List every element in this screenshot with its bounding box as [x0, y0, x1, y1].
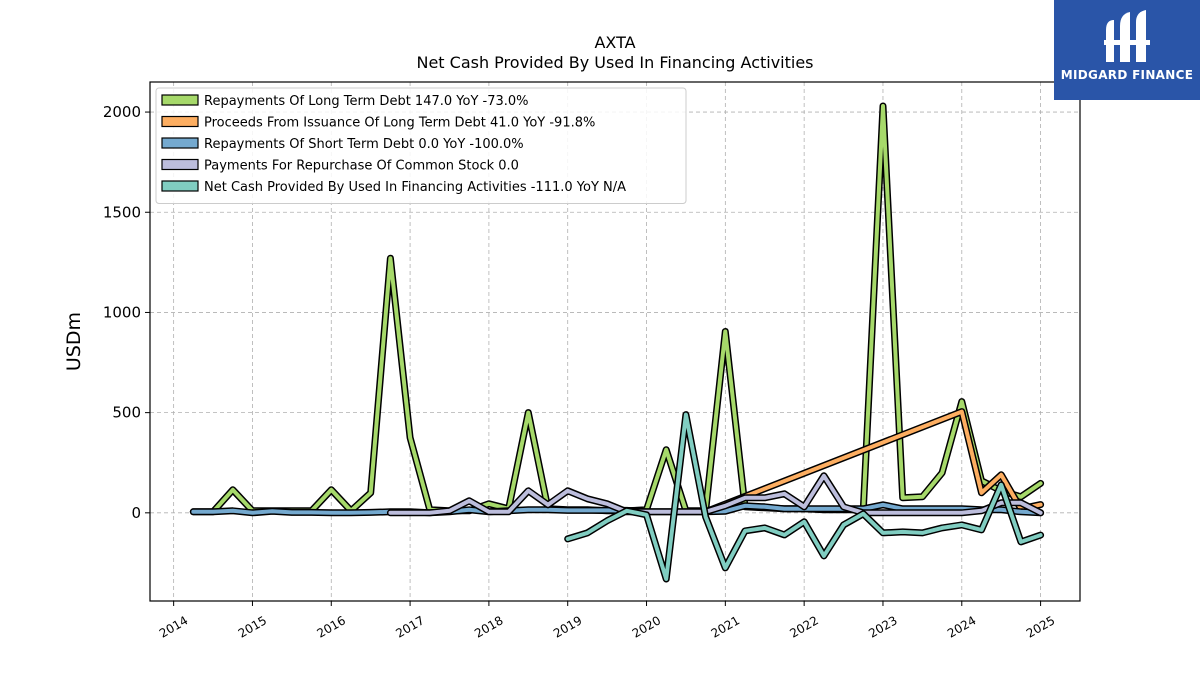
legend-item: Payments For Repurchase Of Common Stock …: [161, 158, 519, 174]
series-5: [564, 411, 1045, 583]
legend-item: Proceeds From Issuance Of Long Term Debt…: [161, 115, 595, 131]
chart-title: AXTA: [594, 33, 635, 52]
x-tick-label: 2020: [630, 613, 663, 640]
midgard-logo-icon: [1104, 10, 1150, 62]
x-tick-label: 2018: [472, 613, 505, 640]
y-tick-label: 1000: [103, 303, 141, 321]
x-tick-label: 2023: [866, 613, 899, 640]
plot-frame: [149, 81, 1081, 602]
y-axis: 0 500 1000 1500 2000: [103, 103, 150, 522]
legend-item: Net Cash Provided By Used In Financing A…: [161, 180, 626, 195]
x-tick-label: 2019: [551, 613, 584, 640]
y-tick-label: 0: [131, 504, 141, 522]
legend-swatch: [161, 180, 199, 192]
series-4: [386, 472, 1045, 517]
legend-swatch: [161, 115, 199, 128]
y-tick-label: 2000: [103, 103, 141, 121]
x-tick-label: 2017: [393, 613, 426, 640]
x-tick-label: 2021: [709, 613, 742, 640]
legend-label: Repayments Of Long Term Debt 147.0 YoY -…: [204, 94, 529, 109]
y-axis-label: USDm: [63, 312, 85, 371]
x-tick-label: 2024: [945, 613, 978, 640]
midgard-logo: MIDGARD FINANCE: [1054, 0, 1200, 100]
legend-label: Net Cash Provided By Used In Financing A…: [204, 180, 626, 195]
legend: Repayments Of Long Term Debt 147.0 YoY -…: [155, 87, 687, 204]
legend-label: Repayments Of Short Term Debt 0.0 YoY -1…: [204, 137, 524, 152]
legend-item: Repayments Of Long Term Debt 147.0 YoY -…: [161, 94, 529, 109]
x-tick-label: 2015: [236, 613, 269, 640]
legend-item: Repayments Of Short Term Debt 0.0 YoY -1…: [161, 137, 524, 152]
y-tick-label: 1500: [103, 203, 141, 221]
brand-name: MIDGARD FINANCE: [1060, 68, 1194, 82]
legend-swatch: [161, 158, 199, 171]
legend-box: [155, 87, 687, 204]
chart-subtitle: Net Cash Provided By Used In Financing A…: [416, 53, 813, 72]
legend-label: Proceeds From Issuance Of Long Term Debt…: [204, 116, 595, 131]
y-tick-label: 500: [112, 404, 141, 422]
x-tick-label: 2014: [157, 613, 190, 640]
x-axis: 2014 2015 2016 2017 2018 2019 2020 2021 2022 2023…: [157, 601, 1057, 641]
x-tick-label: 2016: [315, 613, 348, 640]
legend-label: Payments For Repurchase Of Common Stock …: [204, 159, 519, 174]
series-line: [565, 412, 1043, 581]
legend-swatch: [161, 137, 199, 149]
x-tick-label: 2025: [1024, 613, 1057, 640]
series-layer: [189, 102, 1045, 583]
x-tick-label: 2022: [787, 613, 820, 640]
legend-swatch: [161, 94, 199, 106]
series-line: [388, 473, 1043, 515]
